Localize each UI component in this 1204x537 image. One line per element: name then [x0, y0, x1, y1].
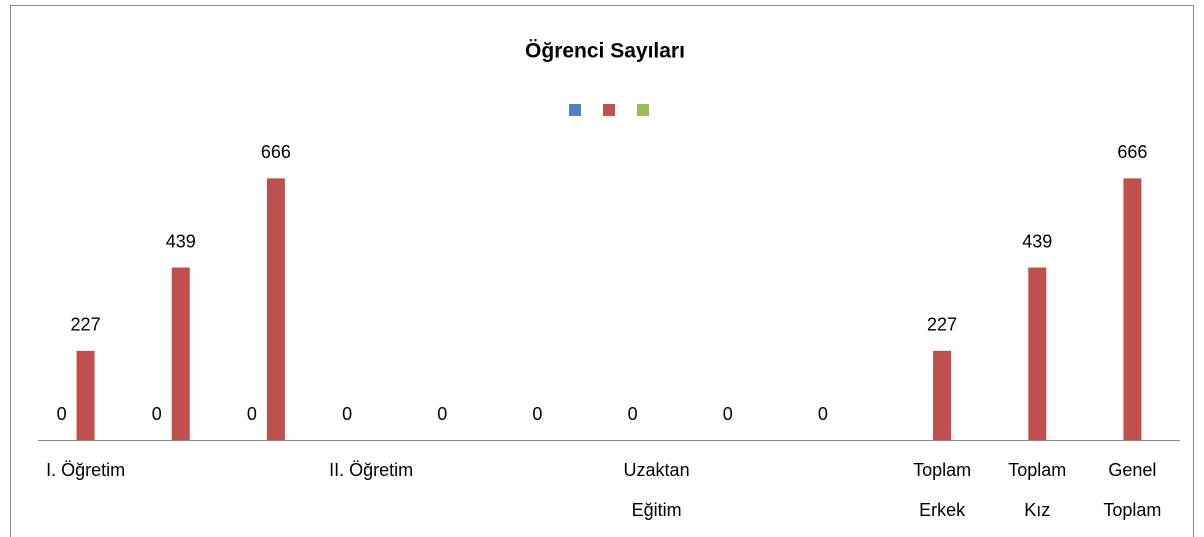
data-label: 0: [628, 404, 638, 424]
bar: [1123, 178, 1142, 440]
data-label: 0: [437, 404, 447, 424]
legend-swatch: [603, 104, 615, 116]
data-label: 227: [927, 315, 957, 335]
data-label: 0: [723, 404, 733, 424]
data-label: 439: [1022, 231, 1052, 251]
x-tick-label: Genel Toplam: [1103, 460, 1162, 520]
data-label: 666: [261, 142, 291, 162]
legend-swatch: [637, 104, 649, 116]
data-label: 0: [342, 404, 352, 424]
chart-title: Öğrenci Sayıları: [525, 40, 685, 63]
x-tick-label: Uzaktan Eğitim: [623, 460, 690, 520]
data-label: 439: [166, 231, 196, 251]
data-label: 0: [57, 404, 67, 424]
data-label: 227: [71, 315, 101, 335]
bar: [171, 267, 190, 440]
bar: [76, 350, 95, 440]
data-label: 0: [247, 404, 257, 424]
data-label: 0: [152, 404, 162, 424]
data-label: 0: [532, 404, 542, 424]
legend-swatch: [569, 104, 581, 116]
x-tick-label: Toplam Kız: [1008, 460, 1067, 520]
bar: [266, 178, 285, 440]
bar: [1028, 267, 1047, 440]
x-tick-label: Toplam Erkek: [913, 460, 972, 520]
bar: [933, 350, 952, 440]
data-label: 666: [1117, 142, 1147, 162]
data-label: 0: [818, 404, 828, 424]
x-tick-label: II. Öğretim: [329, 460, 414, 480]
x-tick-label: I. Öğretim: [46, 460, 126, 480]
chart-border: [10, 5, 1194, 537]
